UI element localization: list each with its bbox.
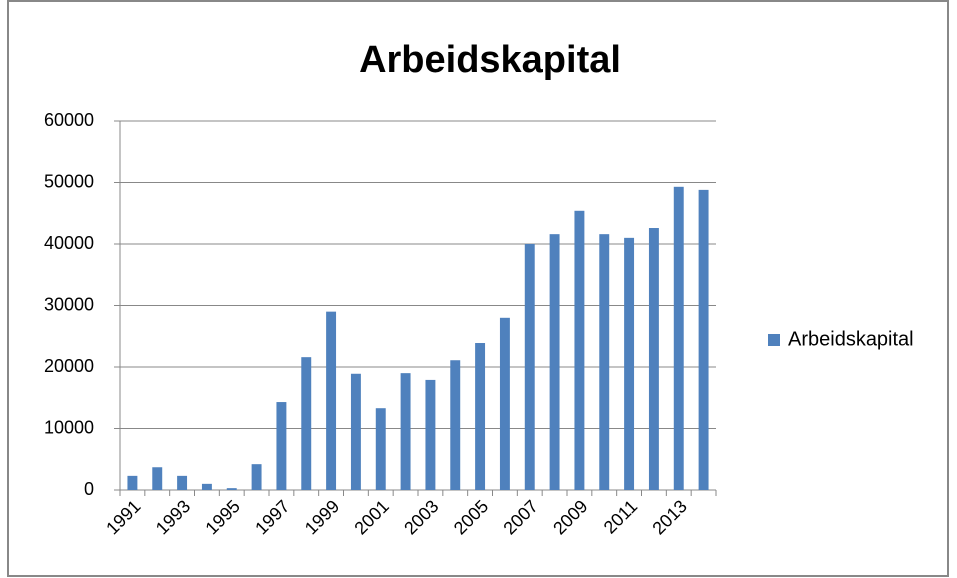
bar xyxy=(475,343,486,490)
bar xyxy=(425,379,436,490)
y-tick-label: 10000 xyxy=(44,417,94,437)
bar xyxy=(400,373,411,490)
bar xyxy=(127,475,138,490)
bar xyxy=(201,483,212,490)
bar xyxy=(326,311,337,490)
bar xyxy=(450,360,461,490)
bar xyxy=(375,408,386,490)
bar xyxy=(549,234,560,490)
bar xyxy=(350,373,361,490)
y-tick-label: 60000 xyxy=(44,110,94,130)
bar xyxy=(599,234,610,490)
y-tick-label: 40000 xyxy=(44,233,94,253)
bar xyxy=(301,357,312,490)
legend-swatch xyxy=(768,334,780,346)
y-tick-label: 50000 xyxy=(44,171,94,191)
bar xyxy=(226,488,237,490)
bar xyxy=(524,244,535,490)
bar xyxy=(648,228,659,490)
bar xyxy=(251,464,262,490)
bar xyxy=(574,210,585,491)
bar xyxy=(673,186,684,490)
bar xyxy=(152,467,163,490)
bar xyxy=(624,237,635,490)
chart-title: Arbeidskapital xyxy=(359,39,621,81)
y-tick-label: 0 xyxy=(84,479,94,499)
y-tick-label: 30000 xyxy=(44,294,94,314)
bar xyxy=(177,475,188,490)
legend-label: Arbeidskapital xyxy=(788,328,914,350)
y-tick-label: 20000 xyxy=(44,356,94,376)
bar xyxy=(276,402,287,490)
bar xyxy=(499,317,510,490)
bar xyxy=(698,189,709,490)
